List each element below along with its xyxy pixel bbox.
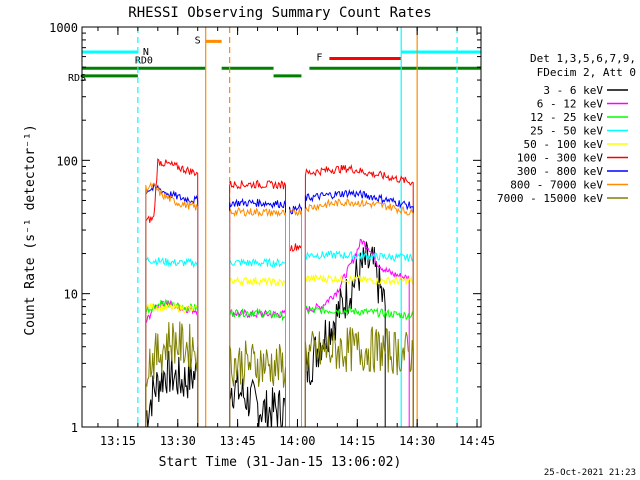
legend-label: 6 - 12 keV — [537, 98, 604, 111]
state-bar-label-rds: RDS — [68, 73, 86, 84]
series-line-7 — [145, 181, 199, 427]
x-axis-label: Start Time (31-Jan-15 13:06:02) — [159, 455, 402, 470]
series-line-2 — [304, 304, 414, 427]
legend-label: 12 - 25 keV — [530, 111, 603, 124]
footer-date: 25-Oct-2021 21:23 — [544, 468, 636, 478]
x-tick-label: 13:30 — [160, 434, 196, 448]
series-line-8 — [145, 321, 199, 427]
series-line-5 — [229, 179, 286, 427]
legend-label: 7000 - 15000 keV — [497, 192, 603, 205]
legend: Det 1,3,5,6,7,9, FDecim 2, Att 0 3 - 6 k… — [497, 52, 636, 205]
series-line-7 — [229, 206, 286, 427]
series-line-8 — [304, 326, 414, 427]
state-bar-label-rd0: RD0 — [135, 55, 153, 66]
x-tick-label: 14:45 — [459, 434, 495, 448]
y-axis-label: Count Rate (s⁻¹ detector⁻¹) — [23, 124, 38, 335]
series-line-2 — [229, 307, 286, 427]
x-tick-label: 14:15 — [339, 434, 375, 448]
series-line-4 — [229, 275, 286, 427]
legend-label: 3 - 6 keV — [543, 84, 603, 97]
series-line-6 — [289, 202, 302, 427]
legend-label: 100 - 300 keV — [517, 152, 603, 165]
state-bar-label-f: F — [316, 53, 322, 64]
axes: 13:15 13:30 13:45 14:00 14:15 14:30 14:45 1 10 10… — [49, 21, 495, 448]
legend-label: 300 - 800 keV — [517, 165, 603, 178]
plot-frame — [81, 26, 482, 428]
legend-header-line-1: Det 1,3,5,6,7,9, — [530, 52, 636, 65]
series-line-0 — [229, 369, 286, 427]
series-line-7 — [289, 208, 302, 427]
legend-label: 50 - 100 keV — [524, 138, 604, 151]
series-line-3 — [145, 256, 199, 427]
legend-label: 25 - 50 keV — [530, 125, 603, 138]
series-line-0 — [304, 241, 386, 427]
series-line-5 — [289, 243, 302, 427]
series-line-3 — [304, 250, 414, 427]
series-line-4 — [304, 273, 414, 427]
y-tick-label: 100 — [56, 154, 78, 168]
legend-label: 800 - 7000 keV — [510, 179, 603, 192]
x-tick-label: 13:45 — [220, 434, 256, 448]
state-bar-label-n: N — [143, 47, 149, 58]
x-tick-label: 14:00 — [279, 434, 315, 448]
state-bar-label-s: S — [195, 35, 201, 46]
series-line-7 — [304, 198, 414, 427]
y-tick-label: 10 — [64, 288, 78, 302]
series-line-5 — [304, 163, 414, 427]
series-line-4 — [145, 301, 199, 427]
y-tick-label: 1 — [71, 421, 78, 435]
legend-header-line-2: FDecim 2, Att 0 — [537, 66, 636, 79]
series-line-3 — [229, 257, 286, 427]
series-line-6 — [304, 188, 414, 427]
x-tick-label: 13:15 — [100, 434, 136, 448]
series-line-8 — [229, 340, 286, 427]
series-line-6 — [229, 197, 286, 427]
chart-title: RHESSI Observing Summary Count Rates — [128, 5, 431, 21]
series-lines — [145, 158, 414, 427]
y-tick-label: 1000 — [49, 21, 78, 35]
state-bars: N S F RD0 RDS — [68, 35, 481, 84]
series-line-5 — [145, 158, 199, 427]
x-tick-label: 14:30 — [399, 434, 435, 448]
